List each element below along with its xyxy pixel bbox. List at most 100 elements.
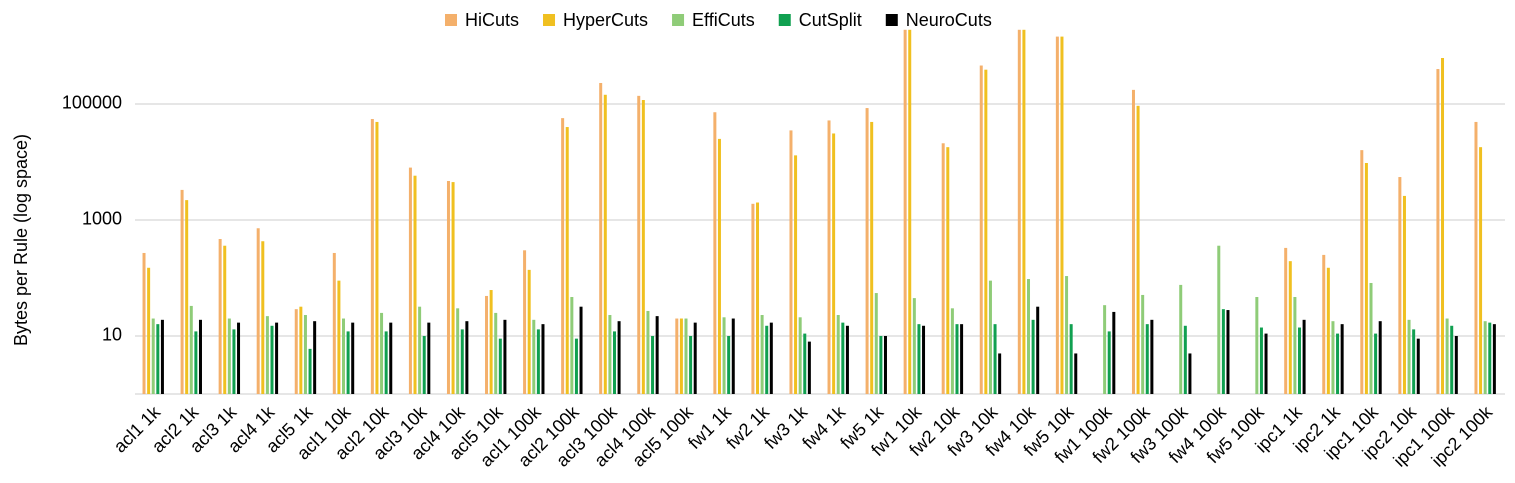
bar [1454,335,1458,394]
bar [299,306,303,394]
bar [883,335,887,394]
bar [1179,284,1183,394]
legend-swatch [672,14,685,26]
bar [460,329,464,394]
bar [275,322,279,394]
bar [232,329,236,394]
bar [237,322,241,394]
bar [950,308,954,394]
bar [408,167,412,394]
bar [998,353,1002,394]
bar [979,65,983,394]
bar [265,316,269,394]
bar [261,241,265,394]
bar [679,318,683,394]
bar [342,318,346,394]
bar [485,295,489,394]
legend-swatch [543,14,556,26]
bar [413,175,417,394]
bar [1398,177,1402,394]
bar [1450,325,1454,394]
bar [536,329,540,394]
bar [370,119,374,394]
bar [922,325,926,394]
bar [879,335,883,394]
y-tick-label: 1000 [82,209,122,229]
bar [313,321,317,394]
bar [465,321,469,394]
bar [1479,147,1483,394]
bar [1131,89,1135,394]
bar [827,120,831,394]
bar [561,118,565,394]
bar [641,100,645,394]
bar [751,203,755,394]
legend-swatch [885,14,898,26]
bar [303,315,307,394]
bar [523,250,527,394]
bar [579,306,583,394]
bar [332,252,336,394]
bar [655,316,659,394]
legend-label: NeuroCuts [906,10,992,30]
bar [1259,327,1263,394]
bar [1474,121,1478,394]
bar [351,322,355,394]
bar [960,324,964,394]
bar [984,69,988,394]
bar [422,335,426,394]
bar [418,306,422,394]
bar [1288,261,1292,394]
bar [308,348,312,394]
bar [570,297,574,394]
bar [384,331,388,394]
bar [451,182,455,394]
legend-label: HiCuts [465,10,519,30]
bar [498,338,502,394]
y-tick-label: 100000 [62,93,122,113]
bar [803,333,807,394]
bar [160,319,164,394]
bar [1103,305,1107,394]
bar [270,325,274,394]
bar [1336,333,1340,394]
bar [427,322,431,394]
legend-label: CutSplit [799,10,862,30]
legend-swatch [778,14,791,26]
bar [1060,36,1064,394]
legend-swatch [445,14,457,26]
bar [194,331,198,394]
bar [903,29,907,394]
bar [1416,338,1420,394]
bar [1436,69,1440,394]
bar [684,318,688,394]
bar [841,322,845,394]
bar [637,95,641,394]
bar [693,322,697,394]
bar [1221,309,1225,394]
bar [722,317,726,394]
bar [1360,150,1364,394]
bar [337,280,341,394]
bar [731,318,735,394]
bar [794,155,798,394]
bar [1031,319,1035,394]
bar [993,324,997,394]
bar [1492,324,1496,394]
bar [532,319,536,394]
bar [1036,306,1040,394]
y-axis-title: Bytes per Rule (log space) [11,134,31,346]
bar [1369,282,1373,394]
bar [870,121,874,394]
bar [1017,29,1021,394]
bar [1402,195,1406,394]
bar [1055,36,1059,394]
bar [574,338,578,394]
bar [389,322,393,394]
bar [223,245,227,394]
bar [769,322,773,394]
bar [603,94,607,394]
bar [807,341,811,394]
bar [1412,329,1416,394]
